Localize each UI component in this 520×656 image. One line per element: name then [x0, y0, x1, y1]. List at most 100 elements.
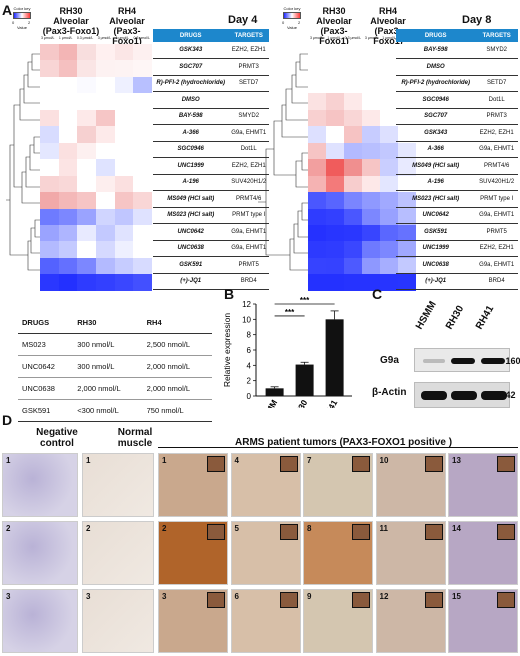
- y-tick-label: 6: [247, 346, 252, 355]
- tumor-photo: 13: [448, 453, 518, 517]
- relative-expression-bar-chart: 0 2 4 6 8 10 12 Relative expression HSMM RH30 RH41…: [222, 296, 352, 408]
- heatmap-cell: [40, 159, 59, 176]
- heatmap-cell: [114, 109, 134, 127]
- heatmap-cell: [362, 208, 380, 225]
- ic50-cell: UNC0642: [18, 355, 74, 378]
- drug-cell: SGC0946: [153, 141, 229, 158]
- left-drug-table: DRUGS TARGETS GSK343 EZH2, EZH1 SGC707 PRMT…: [153, 29, 269, 290]
- zoom-inset: [279, 524, 298, 540]
- table-row: UNC0638 2,000 nmol/L 2,000 nmol/L: [18, 377, 212, 400]
- photo-number: 1: [162, 456, 167, 465]
- table-row: MS049 (HCl salt) PRMT4/6: [153, 190, 269, 208]
- right-col-header-rh4: RH4 Alveolar (Pax3-Foxo1): [370, 6, 406, 46]
- heatmap-cell: [308, 175, 326, 193]
- photo-number: 7: [307, 456, 312, 465]
- table-row: UNC0642 300 nmol/L 2,000 nmol/L: [18, 355, 212, 378]
- heatmap-row: [40, 44, 153, 61]
- heatmap-cell: [96, 142, 115, 160]
- band: [421, 391, 447, 400]
- table-row: (+)-JQ1 BRD4: [396, 273, 518, 290]
- y-tick-label: 12: [242, 300, 251, 309]
- color-key-min: 0: [12, 20, 15, 25]
- heatmap-cell: [96, 241, 115, 258]
- tumor-photo: 10: [375, 453, 446, 517]
- heatmap-row: [40, 126, 153, 143]
- ic50-cell: <300 nmol/L: [73, 399, 143, 422]
- drug-cell: BAY-598: [153, 108, 229, 125]
- heatmap-cell: [326, 241, 344, 258]
- lane-label: RH30: [444, 303, 467, 332]
- heatmap-cell: [58, 175, 78, 193]
- left-heatmap: [40, 44, 153, 291]
- heatmap-cell: [344, 60, 362, 77]
- drug-cell: SGC707: [153, 58, 229, 76]
- ic50-cell: MS023: [18, 333, 74, 356]
- heatmap-cell: [96, 257, 115, 275]
- target-cell: PRMT3: [475, 108, 518, 125]
- heatmap-cell: [326, 44, 344, 61]
- heatmap-cell: [380, 241, 398, 258]
- significance-label: ***: [300, 296, 310, 305]
- heatmap-cell: [58, 274, 78, 291]
- table-row: GSK343 EZH2, EZH1: [153, 42, 269, 59]
- normal-muscle-photo: 2: [82, 521, 154, 585]
- heatmap-cell: [380, 93, 398, 110]
- table-row: A-196 SUV420H1/2: [153, 174, 269, 191]
- heatmap-cell: [96, 76, 115, 94]
- panel-label-c: C: [372, 286, 383, 302]
- heatmap-cell: [58, 76, 78, 94]
- conc-label: 1 μmol/L: [327, 36, 341, 40]
- drug-cell: BAY-598: [396, 42, 476, 59]
- heatmap-cell: [308, 159, 326, 176]
- right-dendrogram: [258, 53, 308, 271]
- target-cell: [228, 91, 269, 109]
- heatmap-row: [308, 241, 416, 258]
- target-cell: Dot1L: [228, 141, 269, 158]
- y-tick-label: 10: [242, 315, 251, 324]
- heatmap-cell: [380, 224, 398, 242]
- heatmap-cell: [77, 175, 97, 193]
- heatmap-cell: [58, 93, 78, 110]
- heatmap-cell: [77, 109, 97, 127]
- drug-cell: UNC1999: [396, 240, 476, 257]
- drug-cell: GSK343: [396, 124, 476, 142]
- tumor-photo: 11: [375, 521, 446, 585]
- table-row: UNC0638 G9a, EHMT1: [153, 240, 269, 257]
- ic50-header-drugs: DRUGS: [18, 312, 74, 334]
- bar: [265, 388, 284, 396]
- photo-number: 2: [162, 524, 167, 533]
- heatmap-cell: [77, 76, 97, 94]
- photo-number: 9: [307, 592, 312, 601]
- y-tick-label: 4: [247, 361, 252, 370]
- col-header-targets: TARGETS: [228, 29, 269, 42]
- table-row: UNC1999 EZH2, EZH1: [396, 240, 518, 257]
- heatmap-cell: [326, 208, 344, 225]
- heatmap-cell: [40, 76, 59, 94]
- x-tick-label: RH30: [290, 398, 310, 408]
- drug-cell: GSK343: [153, 42, 229, 59]
- table-row: A-366 G9a, EHMT1: [396, 141, 518, 158]
- heatmap-cell: [344, 109, 362, 127]
- band: [481, 358, 505, 364]
- heatmap-cell: [133, 274, 153, 291]
- heatmap-cell: [40, 44, 59, 61]
- heatmap-cell: [344, 274, 362, 291]
- table-row: UNC0642 G9a, EHMT1: [396, 207, 518, 224]
- heatmap-cell: [96, 93, 115, 110]
- heatmap-cell: [362, 126, 380, 143]
- heatmap-cell: [380, 142, 398, 160]
- bar: [295, 364, 314, 396]
- photo-number: 15: [452, 592, 461, 601]
- table-row: SGC707 PRMT3: [153, 58, 269, 76]
- heatmap-cell: [114, 241, 134, 258]
- heatmap-cell: [326, 60, 344, 77]
- table-row: MS023 300 nmol/L 2,500 nmol/L: [18, 333, 212, 356]
- heatmap-cell: [77, 192, 97, 209]
- western-lane-labels: HSMM RH30 RH41: [414, 300, 510, 346]
- heatmap-cell: [96, 159, 115, 176]
- table-row: A-196 SUV420H1/2: [396, 174, 518, 191]
- heatmap-cell: [308, 109, 326, 127]
- target-cell: G9a, EHMT1: [475, 256, 518, 274]
- group-title-normal: Normal muscle: [117, 427, 153, 449]
- y-axis-label: Relative expression: [222, 313, 232, 387]
